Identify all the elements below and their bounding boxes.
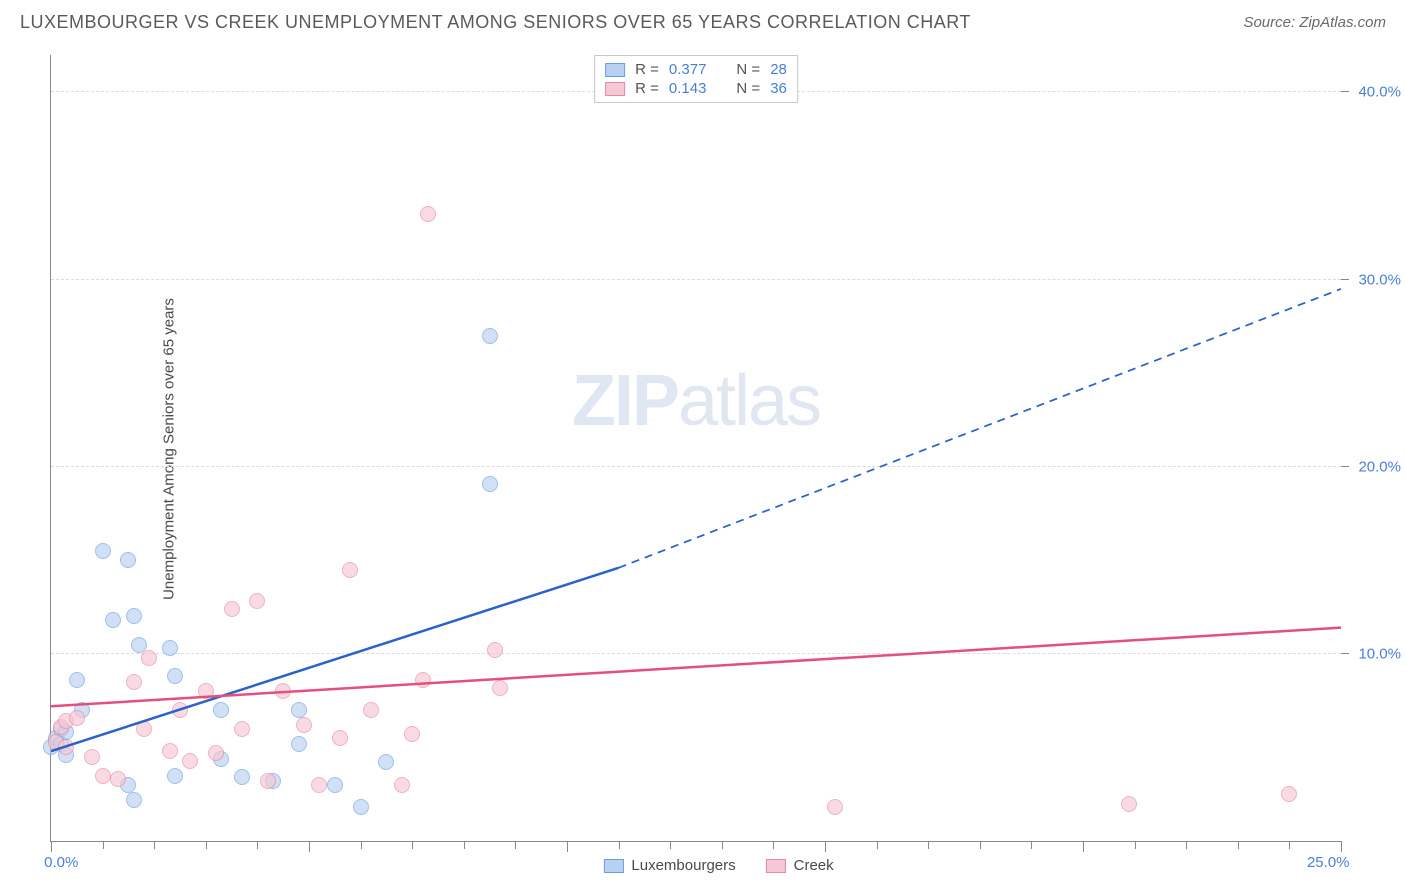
x-tick-minor [464,841,465,849]
n-label: N = [736,80,760,97]
x-tick-major [309,841,310,852]
x-tick-major [567,841,568,852]
legend-swatch [603,859,623,873]
legend-series-item: Creek [766,857,834,874]
x-tick-major [1083,841,1084,852]
x-tick-minor [670,841,671,849]
x-tick-major [51,841,52,852]
trend-line-solid [51,628,1341,707]
x-tick-minor [619,841,620,849]
y-tick [1341,653,1349,654]
trend-lines [51,55,1341,841]
x-tick-minor [1031,841,1032,849]
y-tick-label: 10.0% [1358,645,1401,662]
n-value: 28 [770,61,787,78]
x-tick-minor [154,841,155,849]
x-tick-minor [1289,841,1290,849]
y-tick-label: 40.0% [1358,84,1401,101]
x-tick-minor [722,841,723,849]
source-label: Source: ZipAtlas.com [1243,14,1386,31]
n-label: N = [736,61,760,78]
x-tick-label: 0.0% [44,854,78,871]
x-tick-minor [257,841,258,849]
legend-series-label: Luxembourgers [631,857,735,874]
y-tick [1341,279,1349,280]
legend-series: Luxembourgers Creek [603,857,833,874]
legend-stat-row: R = 0.377 N = 28 [605,60,787,79]
plot-area: ZIPatlas R =0.377N =28R =0.143N =36 10.0… [50,55,1341,842]
x-tick-major [1341,841,1342,852]
x-tick-minor [206,841,207,849]
r-label: R = [635,61,659,78]
chart-container: Unemployment Among Seniors over 65 years… [50,55,1341,842]
x-tick-minor [361,841,362,849]
x-tick-minor [980,841,981,849]
x-tick-minor [515,841,516,849]
x-tick-minor [1238,841,1239,849]
x-tick-minor [103,841,104,849]
x-tick-minor [928,841,929,849]
y-tick [1341,91,1349,92]
legend-stats: R = 0.377 N = 28 R = 0.143 N = 36 [594,55,798,103]
r-value: 0.377 [669,61,707,78]
legend-series-label: Creek [794,857,834,874]
r-value: 0.143 [669,80,707,97]
legend-swatch [605,82,625,96]
x-tick-major [825,841,826,852]
legend-swatch [605,63,625,77]
chart-title: LUXEMBOURGER VS CREEK UNEMPLOYMENT AMONG… [20,12,971,33]
legend-stat-row: R = 0.143 N = 36 [605,79,787,98]
legend-series-item: Luxembourgers [603,857,735,874]
y-tick-label: 30.0% [1358,271,1401,288]
y-tick [1341,466,1349,467]
trend-line-solid [51,568,619,751]
y-tick-label: 20.0% [1358,458,1401,475]
x-tick-minor [1186,841,1187,849]
n-value: 36 [770,80,787,97]
trend-line-dashed [619,289,1341,568]
x-tick-minor [1135,841,1136,849]
legend-swatch [766,859,786,873]
x-tick-minor [773,841,774,849]
r-label: R = [635,80,659,97]
x-tick-label: 25.0% [1307,854,1350,871]
x-tick-minor [412,841,413,849]
x-tick-minor [877,841,878,849]
